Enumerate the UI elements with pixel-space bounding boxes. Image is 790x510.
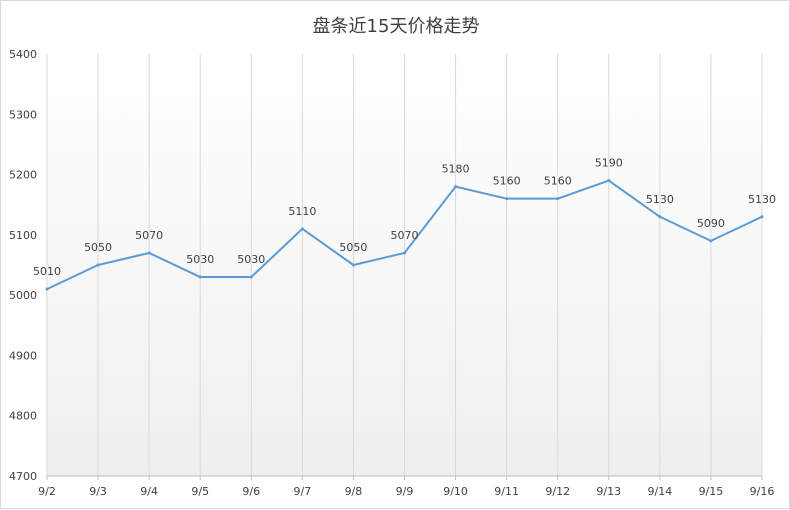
y-tick-label: 5400 (9, 48, 37, 61)
data-label: 5130 (748, 193, 776, 206)
x-tick-label: 9/16 (750, 485, 775, 498)
x-tick-label: 9/14 (648, 485, 673, 498)
data-label: 5180 (442, 163, 470, 176)
data-label: 5160 (493, 175, 521, 188)
data-point (658, 215, 662, 219)
data-label: 5090 (697, 217, 725, 230)
y-tick-label: 5200 (9, 169, 37, 182)
data-point (760, 215, 764, 219)
x-tick-label: 9/3 (89, 485, 107, 498)
data-point (300, 227, 304, 231)
data-label: 5130 (646, 193, 674, 206)
data-label: 5010 (33, 265, 61, 278)
y-tick-label: 5300 (9, 108, 37, 121)
data-point (96, 263, 100, 267)
data-label: 5050 (339, 241, 367, 254)
data-label: 5070 (391, 229, 419, 242)
data-point (147, 251, 151, 255)
x-tick-label: 9/5 (191, 485, 209, 498)
data-label: 5190 (595, 157, 623, 170)
data-point (198, 275, 202, 279)
data-label: 5070 (135, 229, 163, 242)
data-label: 5160 (544, 175, 572, 188)
y-tick-label: 4800 (9, 410, 37, 423)
data-point (403, 251, 406, 255)
data-label: 5030 (237, 253, 265, 266)
y-tick-label: 4900 (9, 349, 37, 362)
data-point (454, 185, 458, 189)
chart-title: 盘条近15天价格走势 (313, 16, 480, 37)
data-label: 5110 (288, 205, 316, 218)
data-label: 5050 (84, 241, 112, 254)
y-tick-label: 5000 (9, 289, 37, 302)
x-tick-label: 9/4 (140, 485, 158, 498)
x-tick-label: 9/15 (699, 485, 724, 498)
x-tick-label: 9/9 (396, 485, 414, 498)
y-tick-label: 5100 (9, 229, 37, 242)
x-tick-label: 9/7 (294, 485, 312, 498)
x-tick-label: 9/2 (38, 485, 56, 498)
x-tick-label: 9/8 (345, 485, 363, 498)
x-tick-label: 9/10 (443, 485, 468, 498)
data-point (45, 287, 49, 291)
y-tick-label: 4700 (9, 470, 37, 483)
x-tick-label: 9/6 (242, 485, 260, 498)
data-point (351, 263, 355, 267)
data-point (505, 197, 509, 201)
x-tick-label: 9/11 (494, 485, 519, 498)
data-point (709, 239, 713, 243)
x-tick-label: 9/13 (596, 485, 621, 498)
data-point (249, 275, 253, 279)
data-label: 5030 (186, 253, 214, 266)
x-tick-label: 9/12 (545, 485, 570, 498)
data-point (607, 179, 611, 183)
data-point (556, 197, 560, 201)
